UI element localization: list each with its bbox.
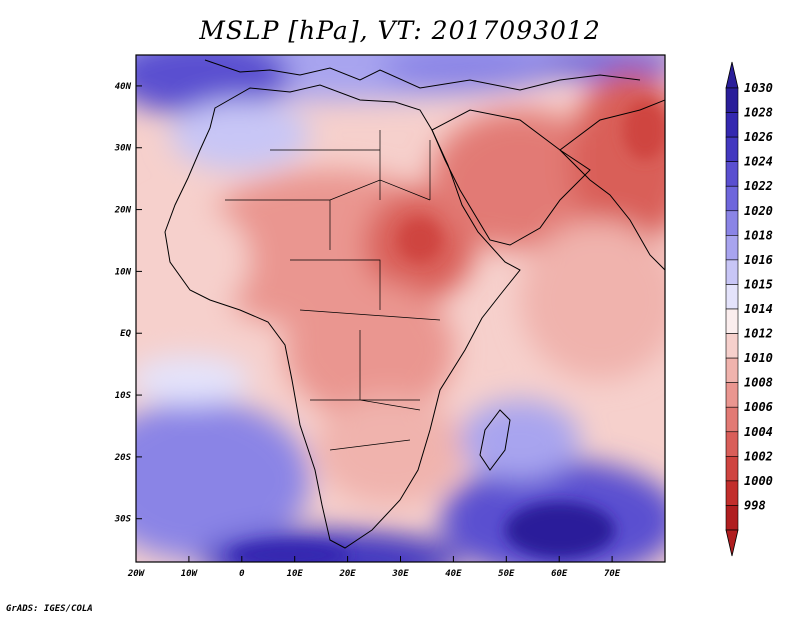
colorbar-label: 1012 bbox=[744, 327, 773, 341]
x-tick-label: 20E bbox=[338, 569, 356, 579]
x-tick-label: 30E bbox=[391, 569, 409, 579]
x-tick-label: 10E bbox=[287, 569, 304, 579]
colorbar-label: 1030 bbox=[744, 81, 773, 95]
colorbar-label: 1008 bbox=[744, 376, 773, 390]
field-west-africa bbox=[136, 205, 250, 315]
colorbar-label: 1002 bbox=[744, 449, 773, 463]
field-gulf-guinea bbox=[136, 355, 250, 405]
colorbar-label: 1020 bbox=[744, 204, 773, 218]
x-tick-label: 20W bbox=[127, 569, 146, 579]
colorbar: 1030 1028 1026 1024 1022 1020 1018 1016 1015 1014… bbox=[725, 61, 773, 557]
colorbar-swatch bbox=[725, 284, 739, 310]
africa-borders bbox=[225, 130, 441, 451]
y-tick-label: 10S bbox=[115, 391, 132, 401]
colorbar-swatch bbox=[725, 136, 739, 162]
colorbar-swatch bbox=[725, 87, 739, 113]
chart-title: MSLP [hPa], VT: 2017093012 bbox=[199, 16, 601, 45]
colorbar-swatch bbox=[725, 480, 739, 506]
grads-credit: GrADS: IGES/COLA bbox=[6, 604, 93, 614]
field-south-africa bbox=[315, 395, 465, 505]
colorbar-swatch bbox=[725, 505, 739, 531]
x-tick-label: 40E bbox=[445, 569, 462, 579]
pressure-field bbox=[136, 55, 665, 562]
field-pakistan-core bbox=[623, 100, 665, 160]
colorbar-label: 1000 bbox=[744, 474, 773, 488]
y-tick-label: 30S bbox=[114, 515, 132, 525]
x-tick-label: 60E bbox=[551, 569, 568, 579]
colorbar-swatch bbox=[725, 112, 739, 138]
arabia-coastline bbox=[431, 109, 591, 246]
y-tick-label: 40N bbox=[115, 82, 132, 92]
colorbar-swatch bbox=[725, 210, 739, 236]
colorbar-swatch bbox=[725, 308, 739, 334]
field-indian-ocean bbox=[520, 220, 665, 380]
field-sudan-core bbox=[398, 218, 442, 262]
colorbar-label: 1022 bbox=[744, 179, 773, 193]
field-maghreb bbox=[170, 100, 310, 170]
madagascar-coastline bbox=[479, 409, 511, 471]
colorbar-swatch bbox=[725, 161, 739, 187]
x-tick-label: 0 bbox=[239, 569, 245, 579]
axes: 20W 10W 0 10E 20E 30E 40E 50E 60E 70E 40N 30N 20N 10N… bbox=[114, 82, 621, 579]
colorbar-swatch bbox=[725, 406, 739, 433]
field-mascarene-core bbox=[505, 502, 615, 558]
colorbar-label: 1015 bbox=[744, 277, 773, 291]
y-tick-label: 30N bbox=[114, 144, 132, 154]
colorbar-swatch bbox=[725, 259, 739, 285]
colorbar-swatch bbox=[725, 382, 739, 408]
x-tick-label: 70E bbox=[604, 569, 621, 579]
africa-coastline bbox=[164, 84, 521, 549]
y-tick-label: 10N bbox=[115, 267, 132, 277]
field-congo bbox=[285, 280, 455, 420]
y-tick-label: 20N bbox=[114, 206, 132, 216]
colorbar-bottom-arrow bbox=[725, 529, 739, 557]
colorbar-label: 1014 bbox=[744, 302, 773, 316]
colorbar-label: 1006 bbox=[744, 400, 773, 414]
field-cape-core bbox=[230, 541, 350, 562]
colorbar-swatch bbox=[725, 333, 739, 359]
field-south-atlantic-high bbox=[136, 400, 310, 560]
colorbar-swatch bbox=[725, 235, 739, 261]
colorbar-label: 1028 bbox=[744, 106, 773, 120]
colorbar-swatch bbox=[725, 456, 739, 482]
colorbar-swatch bbox=[725, 357, 739, 383]
field-atlantic-high bbox=[136, 55, 290, 115]
colorbar-swatch bbox=[725, 431, 739, 457]
y-tick-label: 20S bbox=[114, 453, 132, 463]
asia-coastline bbox=[559, 99, 665, 271]
colorbar-top-arrow bbox=[725, 61, 739, 89]
colorbar-label: 1026 bbox=[744, 130, 773, 144]
field-madagascar bbox=[460, 400, 580, 480]
y-tick-label: EQ bbox=[120, 329, 131, 339]
europe-coastline bbox=[204, 59, 641, 91]
colorbar-label: 998 bbox=[744, 498, 766, 512]
colorbar-label: 1004 bbox=[744, 425, 773, 439]
colorbar-label: 1016 bbox=[744, 253, 773, 267]
coastlines bbox=[164, 59, 665, 549]
colorbar-label: 1024 bbox=[744, 155, 773, 169]
field-caspian-high bbox=[540, 55, 665, 80]
x-tick-label: 10W bbox=[181, 569, 199, 579]
colorbar-swatch bbox=[725, 185, 739, 212]
colorbar-label: 1018 bbox=[744, 228, 773, 242]
x-tick-label: 50E bbox=[498, 569, 515, 579]
field-turkey-high bbox=[380, 55, 560, 90]
colorbar-label: 1010 bbox=[744, 351, 773, 365]
